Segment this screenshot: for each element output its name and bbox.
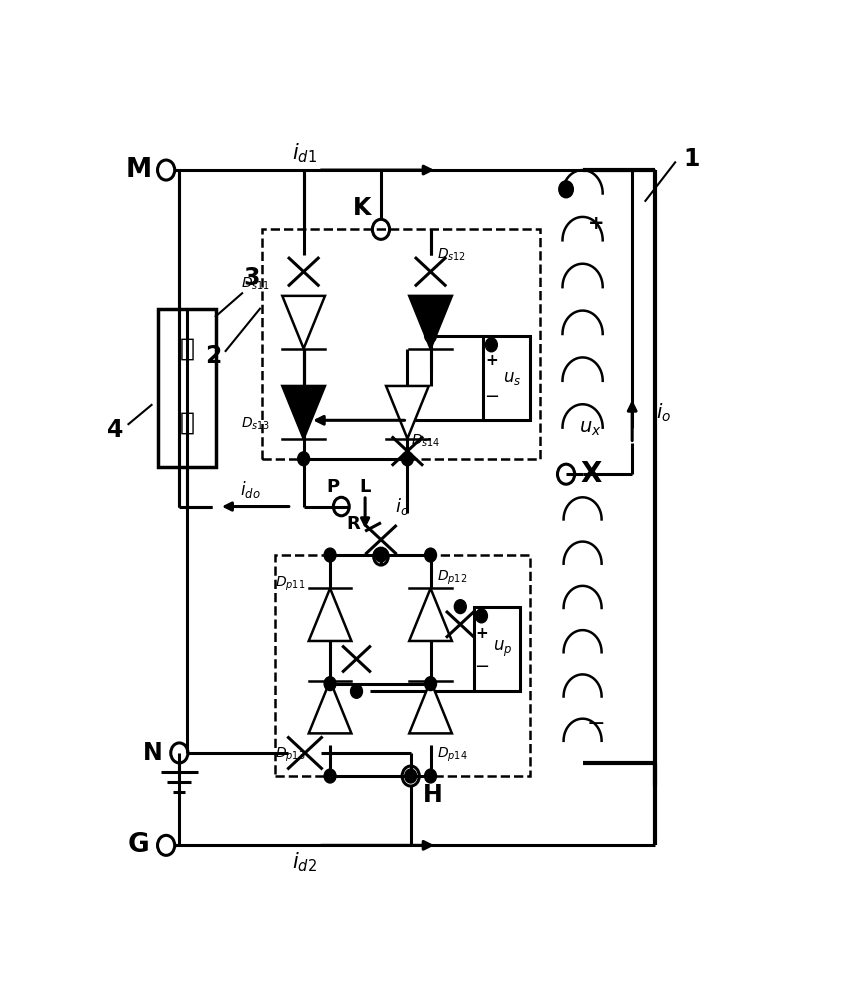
Polygon shape <box>308 588 351 641</box>
Bar <box>275 555 529 776</box>
Bar <box>262 229 539 459</box>
Text: +: + <box>485 353 498 368</box>
Circle shape <box>401 452 413 466</box>
Text: $u_x$: $u_x$ <box>579 418 602 438</box>
Text: +: + <box>475 626 487 641</box>
Text: $i_{d2}$: $i_{d2}$ <box>292 850 317 874</box>
Circle shape <box>350 684 362 698</box>
Text: N: N <box>143 741 163 765</box>
Text: $u_s$: $u_s$ <box>503 369 521 387</box>
Text: 2: 2 <box>205 344 222 368</box>
Circle shape <box>324 677 336 691</box>
Polygon shape <box>409 296 452 349</box>
Circle shape <box>324 769 336 783</box>
Text: $D_{s13}$: $D_{s13}$ <box>241 415 270 432</box>
Text: X: X <box>580 460 602 488</box>
Text: H: H <box>422 783 442 807</box>
Text: $D_{s11}$: $D_{s11}$ <box>241 276 270 292</box>
Text: $i_o$: $i_o$ <box>655 401 671 424</box>
Text: M: M <box>125 157 152 183</box>
Circle shape <box>558 181 573 198</box>
Text: $D_{p11}$: $D_{p11}$ <box>275 574 305 593</box>
Text: $i_{do}$: $i_{do}$ <box>240 479 261 500</box>
Text: 3: 3 <box>244 266 260 290</box>
Text: 波: 波 <box>179 410 194 434</box>
Bar <box>483 336 529 420</box>
Text: 1: 1 <box>682 146 699 170</box>
Text: K: K <box>353 196 371 220</box>
Text: $D_{s12}$: $D_{s12}$ <box>437 247 466 263</box>
Polygon shape <box>282 386 325 439</box>
Circle shape <box>424 677 436 691</box>
Bar <box>473 607 519 691</box>
Text: P: P <box>325 478 339 496</box>
Text: 4: 4 <box>106 418 124 442</box>
Text: 滤: 滤 <box>179 337 194 361</box>
Text: R: R <box>346 515 360 533</box>
Circle shape <box>475 609 486 623</box>
Circle shape <box>375 548 387 562</box>
Text: $i_o$: $i_o$ <box>394 496 409 517</box>
Text: $u_p$: $u_p$ <box>492 639 512 659</box>
Text: $D_{p13}$: $D_{p13}$ <box>275 746 305 764</box>
Text: $D_{p12}$: $D_{p12}$ <box>437 569 467 587</box>
Text: −: − <box>483 388 498 406</box>
Circle shape <box>485 338 497 352</box>
Text: $D_{s14}$: $D_{s14}$ <box>411 433 440 449</box>
Text: −: − <box>586 714 604 734</box>
Circle shape <box>454 600 466 614</box>
Polygon shape <box>409 681 452 733</box>
Circle shape <box>297 452 309 466</box>
Text: G: G <box>127 832 149 858</box>
Polygon shape <box>282 296 325 349</box>
Text: $D_{p14}$: $D_{p14}$ <box>437 746 467 764</box>
Text: $i_{d1}$: $i_{d1}$ <box>292 141 317 165</box>
Circle shape <box>297 413 309 427</box>
Bar <box>158 309 216 466</box>
Circle shape <box>405 769 416 783</box>
Polygon shape <box>308 681 351 733</box>
Circle shape <box>424 329 436 343</box>
Polygon shape <box>386 386 429 439</box>
Circle shape <box>324 548 336 562</box>
Polygon shape <box>409 588 452 641</box>
Circle shape <box>424 548 436 562</box>
Text: L: L <box>359 478 371 496</box>
Text: −: − <box>474 658 488 676</box>
Circle shape <box>424 769 436 783</box>
Text: +: + <box>587 214 603 233</box>
